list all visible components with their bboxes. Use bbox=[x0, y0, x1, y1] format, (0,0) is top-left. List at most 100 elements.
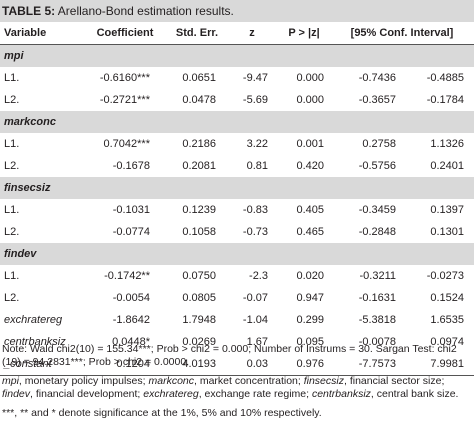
cell-coefficient: -0.0054 bbox=[112, 292, 150, 304]
cell-ci-lower: -0.7436 bbox=[358, 72, 396, 84]
cell-variable: _constant bbox=[0, 353, 82, 376]
cell-std-err: 0.1058 bbox=[182, 226, 216, 238]
cell-coefficient: -0.1678 bbox=[112, 160, 150, 172]
group-label: mpi bbox=[0, 44, 474, 67]
cell-z: 1.67 bbox=[246, 336, 268, 348]
table-body: mpi L1. -0.6160*** 0.0651 -9.47 0.000 -0.7436 -… bbox=[0, 44, 474, 376]
table-number: TABLE 5: bbox=[2, 4, 56, 18]
cell-z: -0.07 bbox=[242, 292, 268, 304]
cell-ci-lower: -0.1631 bbox=[358, 292, 396, 304]
cell-coefficient: -0.0774 bbox=[112, 226, 150, 238]
cell-std-err: 0.0269 bbox=[182, 336, 216, 348]
cell-std-err: 0.1239 bbox=[182, 204, 216, 216]
cell-ci-upper: 0.1397 bbox=[430, 204, 464, 216]
cell-std-err: 0.2081 bbox=[182, 160, 216, 172]
table-caption: Arellano-Bond estimation results. bbox=[55, 4, 234, 18]
cell-ci-upper: 0.0974 bbox=[430, 336, 464, 348]
cell-p-value: 0.299 bbox=[296, 314, 324, 326]
cell-ci-lower: -0.3211 bbox=[359, 270, 397, 282]
cell-ci-lower: 0.2758 bbox=[362, 138, 396, 150]
cell-z: -5.69 bbox=[242, 94, 268, 106]
cell-variable: L2. bbox=[4, 292, 20, 304]
table-row: L2. -0.1678 0.2081 0.81 0.420 -0.5756 0.2401 bbox=[0, 155, 474, 177]
cell-coefficient: -0.6160*** bbox=[99, 72, 150, 84]
note-abbreviations: mpi, monetary policy impulses; markconc,… bbox=[2, 375, 472, 401]
header-row: Variable Coefficient Std. Err. z P > |z|… bbox=[0, 22, 474, 45]
cell-coefficient: -0.1742** bbox=[104, 270, 150, 282]
cell-z: -2.3 bbox=[249, 270, 268, 282]
cell-z: 3.22 bbox=[246, 138, 268, 150]
cell-ci-upper: -0.4885 bbox=[426, 72, 464, 84]
abbrev-term: finsecsiz bbox=[303, 375, 344, 387]
cell-std-err: 1.7948 bbox=[182, 314, 216, 326]
cell-ci-lower: -7.7573 bbox=[330, 353, 404, 376]
abbrev-term: markconc bbox=[148, 375, 194, 387]
cell-p-value: 0.465 bbox=[296, 226, 324, 238]
results-table: Variable Coefficient Std. Err. z P > |z|… bbox=[0, 22, 474, 376]
cell-ci-upper: 1.6535 bbox=[430, 314, 464, 326]
cell-ci-upper: -0.0273 bbox=[426, 270, 464, 282]
cell-coefficient: -1.8642 bbox=[112, 314, 150, 326]
abbrev-definition: , monetary policy impulses; bbox=[18, 375, 149, 387]
cell-z: 0.03 bbox=[226, 353, 278, 376]
table-row: L1. -0.1031 0.1239 -0.83 0.405 -0.3459 0.1397 bbox=[0, 199, 474, 221]
cell-p-value: 0.095 bbox=[296, 336, 324, 348]
cell-variable: centrbanksiz bbox=[4, 336, 66, 348]
cell-std-err: 0.0805 bbox=[182, 292, 216, 304]
cell-variable: exchratereg bbox=[4, 314, 63, 326]
table-title: TABLE 5: Arellano-Bond estimation result… bbox=[0, 0, 474, 22]
abbrev-definition: , financial sector size; bbox=[343, 375, 445, 387]
cell-variable: L1. bbox=[4, 204, 20, 216]
abbrev-definition: , exchange rate regime; bbox=[198, 388, 312, 400]
table-notes: Note: Wald chi2(10) = 155.34***; Prob > … bbox=[0, 343, 472, 426]
cell-variable: L2. bbox=[4, 94, 20, 106]
header-std-err: Std. Err. bbox=[168, 22, 226, 45]
group-header-row: mpi bbox=[0, 44, 474, 67]
table-row: L1. -0.1742** 0.0750 -2.3 0.020 -0.3211 -0.027… bbox=[0, 265, 474, 287]
cell-p-value: 0.947 bbox=[296, 292, 324, 304]
cell-coefficient: 0.1204 bbox=[82, 353, 168, 376]
cell-ci-lower: -0.0078 bbox=[358, 336, 396, 348]
cell-ci-lower: -0.5756 bbox=[358, 160, 396, 172]
cell-p-value: 0.976 bbox=[278, 353, 330, 376]
table-row: exchratereg -1.8642 1.7948 -1.04 0.299 -5.381… bbox=[0, 309, 474, 331]
cell-z: -1.04 bbox=[242, 314, 268, 326]
cell-coefficient: 0.7042*** bbox=[103, 138, 151, 150]
group-label: finsecsiz bbox=[0, 177, 474, 199]
cell-std-err: 4.0193 bbox=[168, 353, 226, 376]
cell-ci-lower: -0.3657 bbox=[358, 94, 396, 106]
table-row: centrbanksiz 0.0448* 0.0269 1.67 0.095 -0.007… bbox=[0, 331, 474, 353]
header-z: z bbox=[226, 22, 278, 45]
abbrev-definition: , central bank size. bbox=[370, 388, 459, 400]
header-p-value: P > |z| bbox=[278, 22, 330, 45]
abbrev-definition: , financial development; bbox=[30, 388, 144, 400]
table-row: _constant 0.1204 4.0193 0.03 0.976 -7.7573 7.9… bbox=[0, 353, 474, 376]
group-header-row: finsecsiz bbox=[0, 177, 474, 199]
abbrev-term: centrbanksiz bbox=[311, 388, 371, 400]
note-significance: ***, ** and * denote significance at the… bbox=[2, 407, 322, 419]
cell-std-err: 0.0750 bbox=[182, 270, 216, 282]
cell-ci-upper: 0.1301 bbox=[430, 226, 464, 238]
cell-std-err: 0.0651 bbox=[182, 72, 216, 84]
cell-z: -0.83 bbox=[242, 204, 268, 216]
cell-coefficient: -0.1031 bbox=[112, 204, 150, 216]
cell-variable: L1. bbox=[4, 138, 20, 150]
cell-ci-lower: -0.3459 bbox=[358, 204, 396, 216]
header-conf-interval: [95% Conf. Interval] bbox=[330, 22, 474, 45]
cell-p-value: 0.420 bbox=[296, 160, 324, 172]
cell-ci-lower: -5.3818 bbox=[358, 314, 396, 326]
header-variable: Variable bbox=[0, 22, 82, 45]
table-row: L2. -0.0774 0.1058 -0.73 0.465 -0.2848 0.1301 bbox=[0, 221, 474, 243]
cell-z: -0.73 bbox=[242, 226, 268, 238]
cell-variable: L1. bbox=[4, 72, 20, 84]
cell-std-err: 0.2186 bbox=[182, 138, 216, 150]
cell-p-value: 0.000 bbox=[296, 94, 324, 106]
abbrev-definition: , market concentration; bbox=[194, 375, 304, 387]
cell-p-value: 0.001 bbox=[296, 138, 324, 150]
cell-ci-upper: -0.1784 bbox=[426, 94, 464, 106]
table-row: L2. -0.2721*** 0.0478 -5.69 0.000 -0.3657 -0.1… bbox=[0, 89, 474, 111]
cell-ci-upper: 0.1524 bbox=[430, 292, 464, 304]
cell-variable: L1. bbox=[4, 270, 20, 282]
group-header-row: findev bbox=[0, 243, 474, 265]
